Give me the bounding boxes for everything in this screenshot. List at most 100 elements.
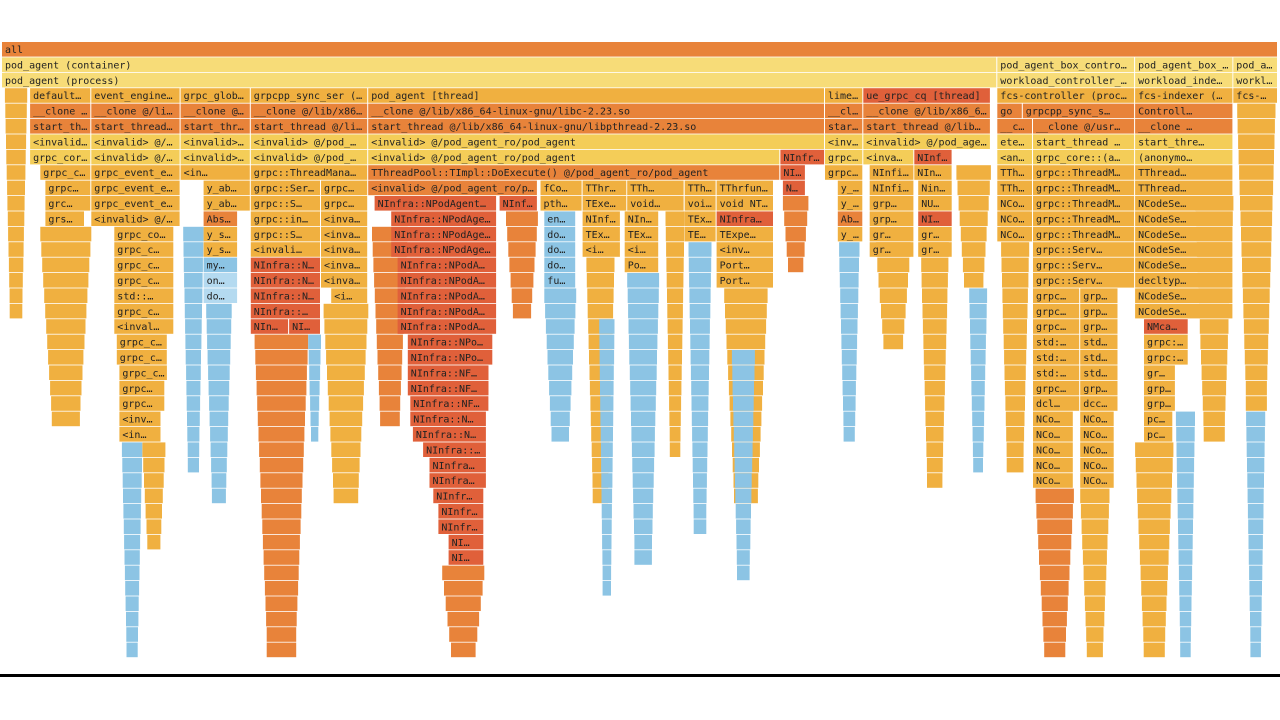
stack-column-cell[interactable] [734, 457, 753, 473]
stack-frame[interactable]: TThrfun… [716, 180, 773, 196]
stack-frame[interactable]: star… [825, 119, 863, 134]
stack-frame[interactable]: void NT… [716, 196, 773, 211]
stack-frame[interactable]: NCo… [1033, 442, 1073, 457]
stack-frame[interactable]: NCo… [1080, 442, 1114, 457]
stack-column-cell[interactable] [1248, 550, 1263, 565]
stack-frame[interactable]: <inval… [114, 319, 174, 334]
stack-frame[interactable]: grp… [1144, 396, 1175, 411]
stack-column-cell[interactable] [881, 303, 906, 319]
stack-column-cell[interactable] [1138, 519, 1170, 534]
stack-column-cell[interactable] [6, 134, 27, 149]
stack-frame[interactable]: N… [782, 180, 805, 196]
stack-frame[interactable]: grp… [1080, 319, 1118, 334]
stack-frame[interactable]: grpc::Serv… [1033, 242, 1135, 257]
stack-frame[interactable]: ue_grpc_cq [thread] [863, 88, 990, 103]
stack-frame[interactable]: std… [1080, 365, 1118, 380]
stack-frame[interactable]: <inva… [321, 242, 368, 257]
stack-frame[interactable]: NInfra::… [423, 442, 486, 457]
stack-frame[interactable]: my… [203, 257, 238, 273]
stack-column-cell[interactable] [1142, 611, 1166, 627]
stack-column-cell[interactable] [627, 288, 659, 303]
stack-column-cell[interactable] [1006, 427, 1025, 442]
stack-column-cell[interactable] [959, 211, 988, 226]
stack-column-cell[interactable] [669, 411, 681, 427]
stack-frame[interactable]: <inva… [321, 211, 368, 226]
stack-column-cell[interactable] [842, 380, 856, 396]
stack-frame[interactable]: NI… [780, 165, 805, 180]
stack-frame[interactable]: NCodeSe… [1135, 288, 1233, 303]
stack-frame[interactable]: grp… [869, 196, 914, 211]
stack-frame[interactable]: y_ab… [203, 196, 250, 211]
stack-column-cell[interactable] [547, 350, 574, 365]
stack-frame[interactable]: <invalid> @/pod_age… [863, 134, 990, 149]
stack-frame[interactable]: gr… [869, 242, 914, 257]
stack-column-cell[interactable] [1135, 457, 1173, 473]
stack-column-cell[interactable] [1179, 581, 1192, 596]
stack-frame[interactable]: NInfra::NF… [410, 396, 489, 411]
stack-column-cell[interactable] [549, 380, 572, 396]
stack-column-cell[interactable] [926, 442, 944, 457]
stack-column-cell[interactable] [693, 504, 707, 519]
stack-column-cell[interactable] [125, 596, 139, 611]
stack-frame[interactable]: grpc… [45, 180, 91, 196]
stack-column-cell[interactable] [734, 442, 753, 457]
stack-column-cell[interactable] [599, 350, 615, 365]
stack-column-cell[interactable] [327, 380, 364, 396]
stack-column-cell[interactable] [511, 288, 533, 303]
stack-column-cell[interactable] [44, 288, 88, 303]
stack-frame[interactable]: grpc_c… [114, 242, 174, 257]
stack-frame[interactable]: __clone @/li… [91, 103, 180, 119]
stack-frame[interactable]: NInfr… [433, 488, 484, 504]
stack-frame[interactable]: workload_controller_… [997, 72, 1135, 88]
stack-column-cell[interactable] [7, 211, 25, 226]
stack-column-cell[interactable] [586, 257, 615, 273]
stack-column-cell[interactable] [693, 488, 707, 504]
stack-frame[interactable]: event_engine… [91, 88, 180, 103]
stack-column-cell[interactable] [634, 519, 653, 534]
stack-frame[interactable]: <i… [624, 242, 659, 257]
stack-column-cell[interactable] [1178, 550, 1193, 565]
stack-column-cell[interactable] [629, 350, 657, 365]
stack-column-cell[interactable] [310, 396, 320, 411]
stack-frame[interactable]: <inv… [716, 242, 773, 257]
stack-frame[interactable]: NCodeSe… [1135, 196, 1233, 211]
stack-column-cell[interactable] [1043, 627, 1066, 642]
stack-frame[interactable]: grpc_event_e… [91, 196, 180, 211]
stack-column-cell[interactable] [632, 457, 655, 473]
stack-column-cell[interactable] [667, 334, 683, 350]
stack-column-cell[interactable] [125, 581, 140, 596]
stack-column-cell[interactable] [374, 288, 405, 303]
stack-frame[interactable]: grp… [1080, 288, 1118, 303]
stack-column-cell[interactable] [1040, 581, 1069, 596]
stack-frame[interactable]: NInfr… [438, 519, 484, 534]
stack-column-cell[interactable] [264, 581, 299, 596]
stack-column-cell[interactable] [9, 273, 23, 288]
stack-column-cell[interactable] [964, 273, 984, 288]
stack-column-cell[interactable] [692, 427, 708, 442]
stack-column-cell[interactable] [1035, 488, 1074, 504]
stack-frame[interactable]: <invalid> @/… [91, 211, 180, 226]
stack-column-cell[interactable] [1002, 288, 1028, 303]
stack-column-cell[interactable] [1080, 504, 1109, 519]
stack-column-cell[interactable] [970, 350, 986, 365]
stack-column-cell[interactable] [924, 365, 946, 380]
stack-frame[interactable]: __clone … [30, 103, 91, 119]
stack-frame[interactable]: grpc_c… [40, 165, 91, 180]
stack-frame[interactable]: grp… [1144, 380, 1175, 396]
stack-column-cell[interactable] [689, 273, 711, 288]
stack-column-cell[interactable] [882, 319, 905, 334]
stack-column-cell[interactable] [207, 350, 231, 365]
stack-column-cell[interactable] [1245, 396, 1267, 411]
stack-column-cell[interactable] [1002, 303, 1028, 319]
stack-column-cell[interactable] [8, 257, 24, 273]
stack-column-cell[interactable] [1001, 242, 1030, 257]
stack-column-cell[interactable] [187, 411, 200, 427]
stack-column-cell[interactable] [375, 303, 405, 319]
stack-frame[interactable]: grp… [1080, 380, 1118, 396]
stack-frame[interactable]: y_… [837, 180, 863, 196]
stack-frame[interactable]: grpc_core::(a… [1033, 149, 1135, 165]
stack-column-cell[interactable] [630, 380, 657, 396]
stack-column-cell[interactable] [924, 380, 945, 396]
stack-column-cell[interactable] [123, 504, 141, 519]
stack-column-cell[interactable] [545, 319, 575, 334]
